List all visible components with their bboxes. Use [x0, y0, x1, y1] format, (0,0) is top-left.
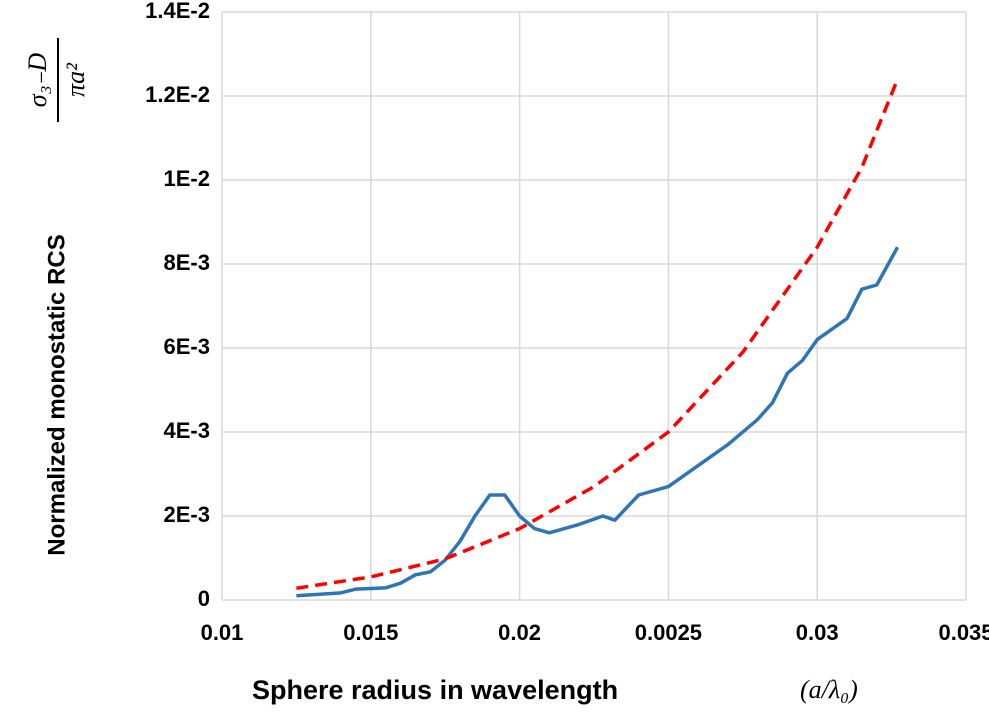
y-tick-label: 6E-3 [164, 334, 210, 359]
y-tick-label: 1.4E-2 [145, 0, 210, 23]
y-label-denominator: πa² [61, 62, 90, 97]
y-tick-label: 4E-3 [164, 418, 210, 443]
y-label-numerator: σ₃₋D [23, 53, 52, 108]
y-label-math: σ₃₋D πa² [23, 38, 90, 122]
y-tick-label: 8E-3 [164, 250, 210, 275]
x-tick-label: 0.01 [201, 620, 244, 645]
y-tick-label: 1E-2 [164, 166, 210, 191]
data-line [296, 78, 900, 590]
y-tick-label: 2E-3 [164, 502, 210, 527]
x-label-math: (a/λ₀) [800, 675, 858, 704]
x-tick-label: 0.02 [498, 620, 541, 645]
x-tick-label: 0.0025 [635, 620, 702, 645]
y-axis-title: Normalized monostatic RCS [43, 234, 70, 555]
y-label: Normalized monostatic RCS [43, 234, 70, 555]
x-label: Sphere radius in wavelength [252, 675, 618, 705]
x-axis-title: Sphere radius in wavelength (a/λ₀) [252, 675, 858, 705]
x-tick-label: 0.035 [938, 620, 989, 645]
y-tick-label: 1.2E-2 [145, 82, 210, 107]
y-tick-label: 0 [198, 586, 210, 611]
data-line [296, 246, 900, 598]
x-tick-label: 0.03 [796, 620, 839, 645]
x-tick-label: 0.015 [343, 620, 398, 645]
